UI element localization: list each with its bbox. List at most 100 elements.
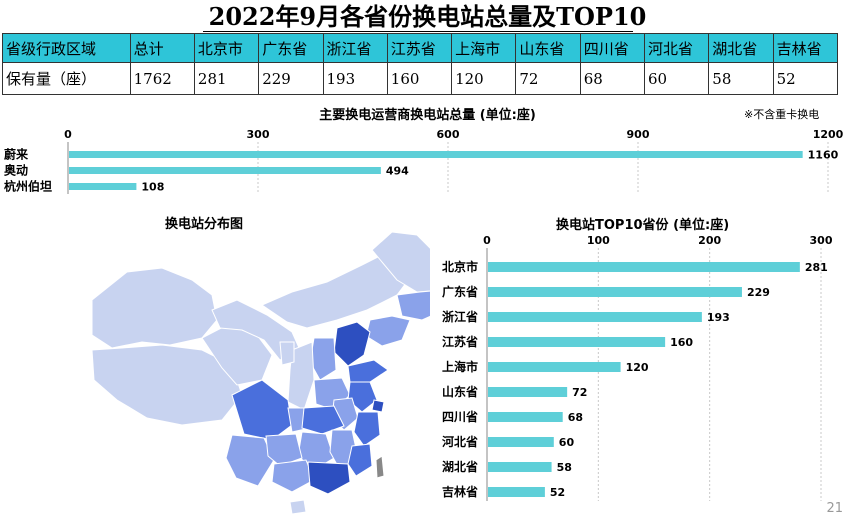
title-underline (203, 31, 633, 32)
table-province-cell: 广东省 (258, 33, 324, 63)
bar (69, 167, 381, 174)
operator-bar-chart: 0 300 600 900 1200 蔚来 1160 奥动 494 杭州伯坦 108 (4, 128, 844, 194)
bar (488, 337, 666, 347)
data-label: 494 (386, 165, 409, 178)
x-tick-label: 300 (810, 234, 833, 247)
data-label: 1160 (808, 149, 839, 162)
category-label: 杭州伯坦 (4, 179, 52, 194)
data-label: 120 (626, 361, 649, 374)
tibet-region (91, 344, 243, 426)
bar (488, 412, 563, 422)
data-label: 60 (559, 436, 575, 449)
table-value-cell: 60 (643, 62, 710, 95)
category-label: 北京市 (442, 259, 478, 274)
x-tick-label: 100 (587, 234, 610, 247)
table-province-cell: 吉林省 (772, 33, 839, 63)
table-province-cell: 上海市 (451, 33, 517, 63)
page-number: 21 (826, 501, 843, 516)
x-tick-label: 200 (698, 234, 721, 247)
table-value-cell: 193 (322, 62, 388, 95)
data-label: 58 (557, 461, 572, 474)
zhejiang-region (353, 411, 381, 447)
table-value-row: 保有量（座） 1762 281 229 193 160 120 72 68 60… (2, 62, 839, 95)
taiwan-region (375, 455, 385, 479)
table-province-cell: 浙江省 (322, 33, 388, 63)
bar (488, 437, 554, 447)
data-label: 229 (747, 286, 770, 299)
category-label: 上海市 (442, 359, 478, 374)
table-value-cell: 229 (258, 62, 324, 95)
table-value-cell: 160 (386, 62, 453, 95)
shandong-region (347, 359, 389, 383)
data-label: 108 (141, 181, 164, 194)
jilin-region (396, 290, 430, 321)
category-label: 江苏省 (442, 334, 478, 349)
data-label: 68 (568, 411, 583, 424)
province-bar-chart: 0 100 200 300 北京市 281 广东省 229 浙江省 193 江苏省 160 上海市 120… (441, 234, 833, 501)
table-province-cell: 湖北省 (708, 33, 774, 63)
china-map (91, 231, 430, 515)
xinjiang-region (91, 267, 218, 349)
hainan-region (289, 499, 307, 515)
bar (69, 151, 803, 158)
jiangsu-region (347, 381, 378, 413)
table-value-cell: 58 (708, 62, 774, 95)
category-label: 蔚来 (4, 147, 29, 162)
ningxia-region (279, 341, 295, 366)
table-value-cell: 72 (515, 62, 581, 95)
bar (488, 487, 545, 497)
data-label: 72 (572, 386, 587, 399)
table-value-cell: 120 (451, 62, 517, 95)
operator-chart-note: ※不含重卡换电 (744, 108, 820, 121)
category-label: 广东省 (442, 284, 478, 299)
data-label: 193 (707, 311, 730, 324)
x-tick-label: 0 (483, 234, 491, 247)
x-tick-label: 1200 (813, 128, 844, 141)
province-summary-table: 省级行政区域 总计 北京市 广东省 浙江省 江苏省 上海市 山东省 四川省 河北… (2, 33, 839, 95)
table-province-cell: 江苏省 (386, 33, 453, 63)
table-header-row: 省级行政区域 总计 北京市 广东省 浙江省 江苏省 上海市 山东省 四川省 河北… (2, 33, 839, 63)
category-label: 奥动 (4, 163, 28, 178)
beijing-hebei-region (333, 321, 371, 367)
table-province-cell: 四川省 (579, 33, 645, 63)
heilongjiang-region (371, 231, 430, 293)
x-tick-label: 0 (64, 128, 72, 141)
x-tick-label: 600 (437, 128, 460, 141)
bar (488, 362, 621, 372)
category-label: 浙江省 (442, 309, 478, 324)
table-total-label: 总计 (129, 33, 195, 63)
data-label: 52 (550, 486, 565, 499)
data-label: 160 (670, 336, 693, 349)
bar (488, 312, 702, 322)
x-tick-label: 300 (247, 128, 270, 141)
liaoning-region (365, 315, 411, 347)
table-total-value: 1762 (129, 62, 195, 95)
table-value-label: 保有量（座） (2, 62, 131, 95)
data-label: 281 (805, 261, 828, 274)
bar (488, 262, 800, 272)
page-title: 2022年9月各省份换电站总量及TOP10 (208, 2, 647, 31)
table-value-cell: 281 (193, 62, 260, 95)
guangdong-region (307, 461, 351, 495)
guangxi-region (271, 459, 315, 493)
table-value-cell: 52 (772, 62, 839, 95)
bar (488, 462, 552, 472)
table-header-label: 省级行政区域 (2, 33, 131, 63)
shanghai-region (371, 399, 385, 413)
table-province-cell: 北京市 (193, 33, 260, 63)
bar (69, 183, 137, 190)
table-province-cell: 河北省 (643, 33, 710, 63)
x-tick-label: 900 (627, 128, 650, 141)
table-province-cell: 山东省 (515, 33, 581, 63)
sichuan-region (231, 379, 293, 441)
operator-chart-title: 主要换电运营商换电站总量 (单位:座) (319, 108, 536, 123)
category-label: 吉林省 (442, 484, 478, 499)
bar (488, 387, 568, 397)
map-title: 换电站分布图 (165, 217, 244, 232)
yunnan-region (225, 434, 275, 487)
category-label: 湖北省 (442, 459, 478, 474)
table-value-cell: 68 (579, 62, 645, 95)
province-chart-title: 换电站TOP10省份 (单位:座) (556, 218, 730, 233)
category-label: 山东省 (442, 384, 478, 399)
bar (488, 287, 742, 297)
